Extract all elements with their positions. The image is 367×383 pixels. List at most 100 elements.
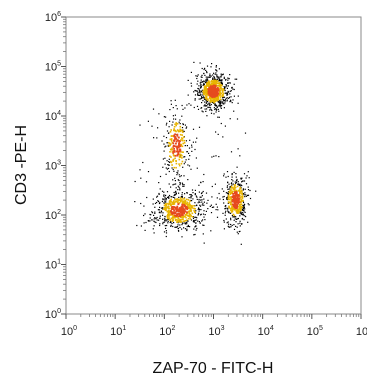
- event-point: [158, 200, 160, 203]
- event-point: [170, 135, 173, 137]
- event-point: [162, 214, 164, 216]
- event-point: [235, 203, 237, 206]
- event-point: [188, 207, 190, 209]
- event-point: [241, 194, 243, 196]
- event-point: [203, 96, 205, 98]
- event-point: [181, 215, 184, 218]
- event-point: [191, 144, 193, 146]
- event-point: [214, 108, 216, 111]
- event-point: [219, 96, 222, 98]
- event-point: [215, 69, 217, 71]
- event-point: [236, 198, 239, 200]
- plot-frame: [65, 16, 362, 315]
- event-point: [186, 226, 188, 228]
- event-point: [198, 208, 201, 211]
- event-point: [193, 207, 195, 210]
- event-point: [218, 100, 221, 102]
- event-point: [200, 192, 203, 195]
- event-point: [218, 192, 220, 195]
- event-point: [175, 123, 178, 125]
- event-point: [144, 213, 146, 215]
- event-point: [161, 190, 164, 192]
- event-point: [220, 89, 222, 92]
- event-point: [175, 118, 177, 120]
- event-point: [183, 142, 186, 144]
- event-point: [199, 94, 201, 96]
- event-point: [172, 142, 175, 145]
- event-point: [209, 109, 211, 111]
- event-point: [189, 218, 192, 220]
- event-point: [239, 220, 241, 222]
- event-point: [153, 137, 155, 139]
- event-point: [206, 93, 208, 96]
- event-point: [172, 208, 175, 210]
- event-point: [173, 191, 175, 194]
- event-point: [239, 184, 241, 186]
- event-point: [244, 215, 246, 217]
- event-point: [172, 225, 174, 228]
- event-point: [207, 106, 209, 108]
- event-point: [235, 225, 237, 227]
- event-point: [210, 66, 212, 68]
- event-point: [178, 219, 181, 222]
- event-point: [232, 203, 234, 206]
- event-point: [190, 196, 192, 198]
- event-point: [230, 199, 233, 202]
- event-point: [237, 233, 239, 235]
- event-point: [234, 206, 237, 208]
- event-point: [177, 230, 180, 232]
- event-point: [173, 145, 176, 147]
- event-point: [178, 155, 181, 157]
- event-point: [188, 147, 191, 149]
- event-point: [239, 215, 241, 217]
- event-point: [165, 205, 168, 207]
- event-point: [176, 147, 178, 150]
- event-point: [214, 83, 217, 85]
- event-point: [214, 95, 217, 97]
- event-point: [189, 139, 191, 141]
- event-point: [177, 189, 179, 191]
- event-point: [166, 191, 169, 193]
- event-point: [181, 115, 183, 117]
- event-point: [244, 196, 246, 198]
- event-point: [240, 177, 242, 179]
- event-point: [216, 76, 218, 78]
- event-point: [244, 188, 246, 190]
- event-point: [210, 92, 212, 94]
- event-point: [201, 76, 203, 78]
- event-point: [185, 219, 188, 221]
- event-point: [197, 213, 200, 215]
- event-point: [179, 130, 181, 132]
- event-point: [209, 94, 212, 97]
- event-point: [203, 242, 205, 244]
- event-point: [220, 122, 222, 125]
- event-point: [188, 165, 191, 167]
- event-point: [209, 107, 212, 109]
- event-point: [217, 116, 219, 118]
- event-point: [217, 133, 219, 135]
- event-point: [181, 200, 184, 202]
- event-point: [177, 146, 180, 149]
- event-point: [172, 115, 174, 117]
- event-point: [235, 194, 237, 196]
- event-point: [235, 192, 237, 195]
- event-point: [234, 196, 237, 199]
- event-point: [229, 82, 231, 84]
- event-point: [190, 195, 192, 197]
- event-point: [218, 156, 220, 158]
- event-point: [202, 233, 204, 235]
- event-point: [231, 187, 234, 189]
- event-point: [182, 129, 184, 131]
- event-point: [174, 219, 177, 221]
- event-point: [206, 80, 208, 82]
- event-point: [202, 190, 204, 193]
- event-point: [215, 209, 217, 211]
- event-point: [210, 230, 212, 232]
- event-point: [223, 221, 225, 223]
- event-point: [178, 218, 180, 220]
- event-point: [198, 208, 200, 210]
- event-point: [167, 222, 169, 224]
- event-point: [178, 158, 181, 161]
- event-point: [180, 143, 183, 146]
- event-point: [154, 206, 156, 208]
